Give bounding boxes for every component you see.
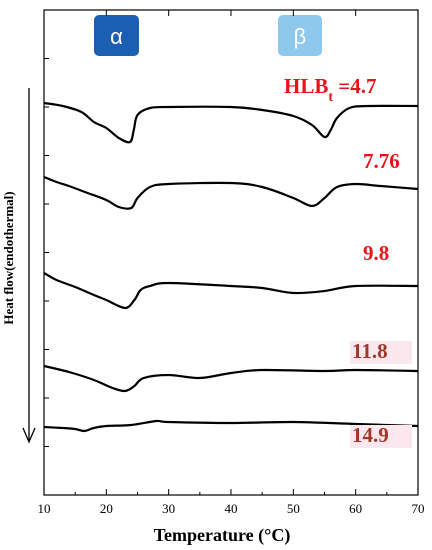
series-label-9-8: 9.8	[363, 241, 389, 265]
x-tick-label: 40	[225, 501, 238, 516]
x-tick-label: 10	[38, 501, 51, 516]
y-axis	[44, 58, 49, 447]
x-axis: 10 20 30 40 50 60 70	[38, 10, 425, 516]
series-label-highlight	[350, 425, 412, 448]
alpha-phase-badge: α	[94, 15, 139, 56]
y-axis-title: Heat flow(endothermal)	[1, 191, 16, 324]
x-tick-label: 30	[162, 501, 175, 516]
dsc-curve-11-8	[43, 364, 419, 393]
x-tick-label: 60	[349, 501, 362, 516]
series-label-14-9: 14.9	[352, 423, 389, 447]
dsc-curve-7-76	[43, 175, 419, 210]
dsc-curve-9-8	[43, 272, 419, 310]
dsc-curve-14-9	[43, 419, 419, 433]
alpha-label: α	[110, 24, 123, 49]
x-axis-title: Temperature (°C)	[154, 525, 291, 546]
series-label-highlight	[350, 341, 412, 364]
x-tick-label: 50	[287, 501, 300, 516]
alpha-badge-box	[94, 15, 139, 56]
arrow-head	[22, 427, 36, 444]
series-label-7-76: 7.76	[363, 149, 400, 173]
beta-label: β	[294, 24, 307, 49]
x-tick-label: 70	[412, 501, 425, 516]
series-label-11-8: 11.8	[352, 339, 388, 363]
beta-phase-badge: β	[278, 15, 322, 56]
endothermal-arrow	[22, 88, 36, 444]
series-label-HLB: HLBt =4.7	[284, 74, 377, 105]
dsc-curve-HLB	[43, 101, 419, 144]
series-labels: HLBt =4.7 7.76 9.8 11.8 14.9	[284, 74, 412, 448]
dsc-curves	[43, 101, 419, 433]
x-tick-label: 20	[100, 501, 113, 516]
beta-badge-box	[278, 15, 322, 56]
